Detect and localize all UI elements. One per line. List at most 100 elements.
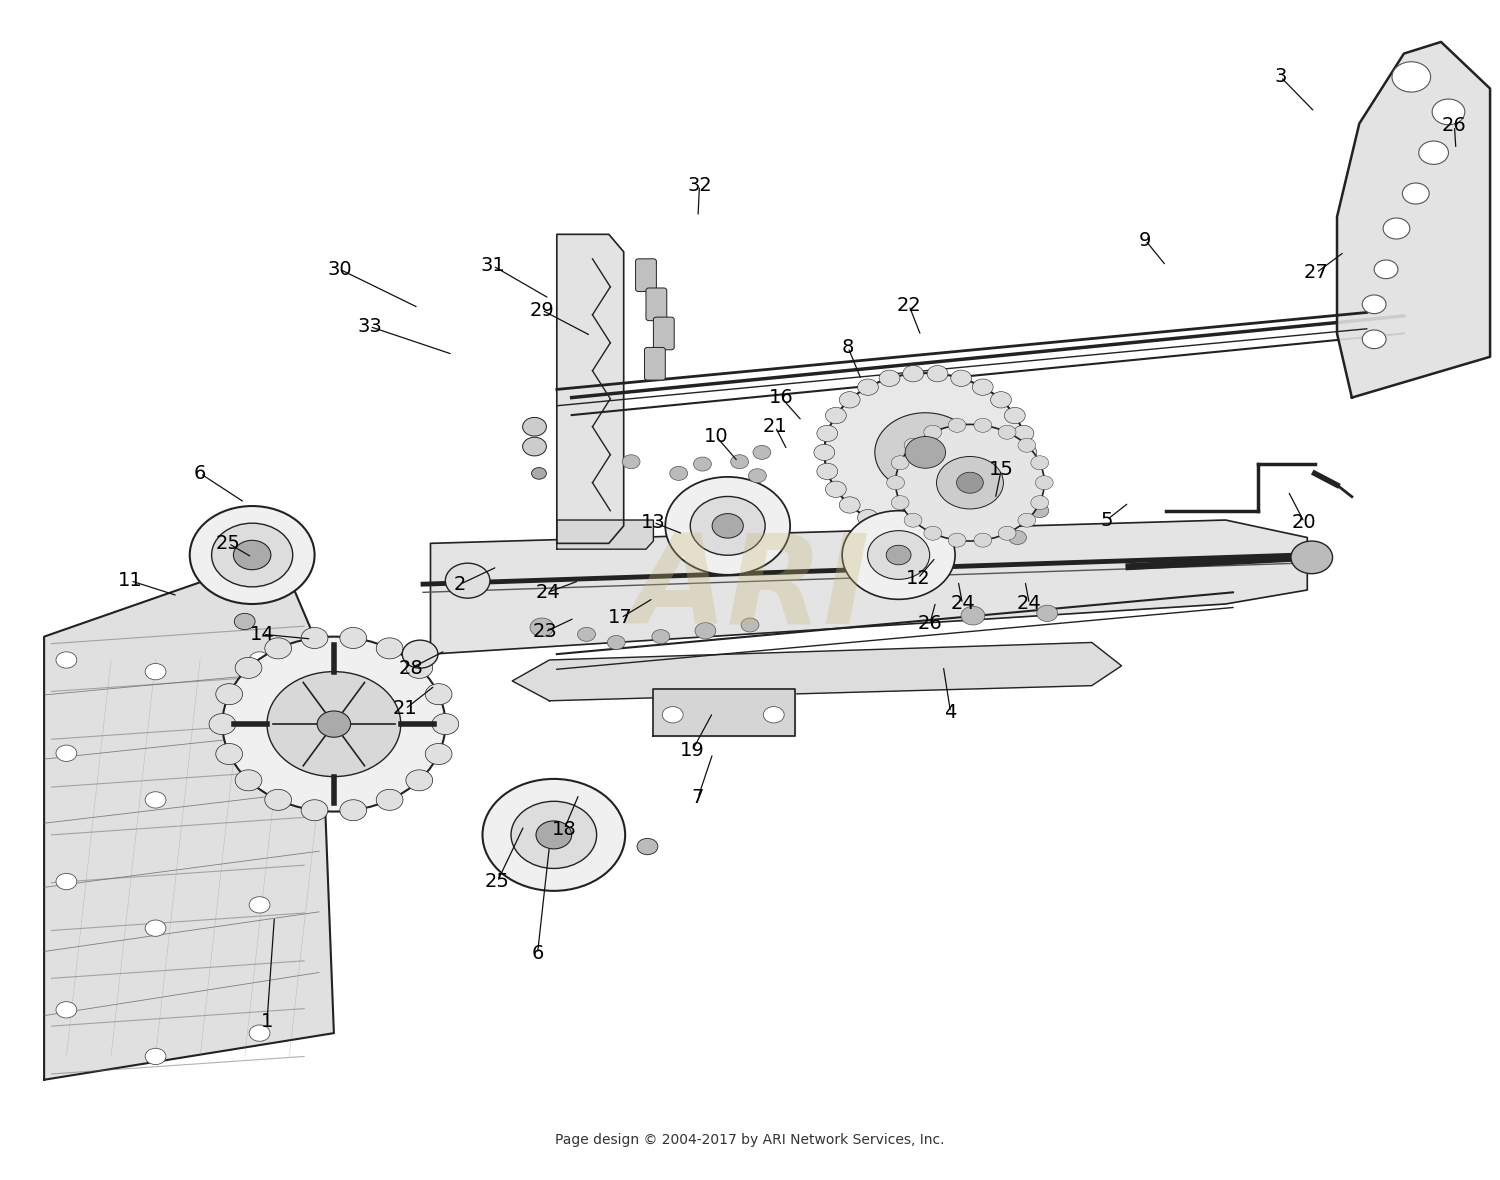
Text: 6: 6 xyxy=(531,944,543,963)
Circle shape xyxy=(56,745,76,761)
Polygon shape xyxy=(556,235,624,543)
Circle shape xyxy=(234,614,255,630)
Circle shape xyxy=(1016,444,1036,460)
Text: 27: 27 xyxy=(1304,263,1329,282)
Text: 8: 8 xyxy=(842,337,855,356)
Circle shape xyxy=(249,1025,270,1041)
Circle shape xyxy=(886,476,904,490)
Circle shape xyxy=(406,769,432,791)
Circle shape xyxy=(146,792,166,808)
Circle shape xyxy=(622,454,640,468)
Circle shape xyxy=(266,638,291,658)
Text: 7: 7 xyxy=(692,788,703,807)
Circle shape xyxy=(522,438,546,455)
Circle shape xyxy=(874,413,977,492)
Circle shape xyxy=(879,518,900,535)
Circle shape xyxy=(764,707,784,723)
Circle shape xyxy=(222,637,446,812)
Text: 12: 12 xyxy=(906,569,930,588)
Text: 18: 18 xyxy=(552,820,576,839)
Polygon shape xyxy=(654,689,795,736)
Circle shape xyxy=(340,628,366,649)
Circle shape xyxy=(1402,183,1429,204)
Circle shape xyxy=(1008,531,1026,544)
Circle shape xyxy=(694,623,715,640)
Text: 22: 22 xyxy=(897,296,921,315)
Circle shape xyxy=(927,523,948,539)
Polygon shape xyxy=(430,520,1308,654)
Circle shape xyxy=(1036,605,1058,622)
Circle shape xyxy=(426,683,451,704)
Circle shape xyxy=(1432,99,1466,125)
Circle shape xyxy=(1030,504,1048,518)
Circle shape xyxy=(957,472,984,493)
Circle shape xyxy=(972,379,993,395)
Circle shape xyxy=(432,714,459,735)
Text: 24: 24 xyxy=(950,595,975,614)
Circle shape xyxy=(234,540,272,570)
Circle shape xyxy=(376,789,404,811)
Circle shape xyxy=(1013,425,1034,441)
Circle shape xyxy=(886,545,910,565)
Text: 11: 11 xyxy=(118,571,142,590)
Text: 4: 4 xyxy=(945,703,957,722)
Text: 21: 21 xyxy=(393,700,417,719)
Circle shape xyxy=(1030,455,1048,470)
Circle shape xyxy=(1005,407,1025,424)
FancyBboxPatch shape xyxy=(646,288,668,321)
Circle shape xyxy=(406,657,432,678)
FancyBboxPatch shape xyxy=(645,347,666,380)
Text: 14: 14 xyxy=(251,625,274,644)
Circle shape xyxy=(948,418,966,432)
Polygon shape xyxy=(512,642,1122,701)
Circle shape xyxy=(483,779,626,891)
Text: 32: 32 xyxy=(687,176,712,195)
Text: 29: 29 xyxy=(530,301,555,320)
Circle shape xyxy=(903,366,924,382)
Text: 15: 15 xyxy=(988,460,1014,479)
Text: 26: 26 xyxy=(1442,117,1467,136)
Circle shape xyxy=(972,510,993,526)
Circle shape xyxy=(652,630,669,643)
Circle shape xyxy=(56,1002,76,1018)
Circle shape xyxy=(825,373,1026,532)
Text: 28: 28 xyxy=(399,658,423,677)
Text: 25: 25 xyxy=(216,533,242,553)
Circle shape xyxy=(638,838,658,854)
Circle shape xyxy=(879,371,900,386)
Circle shape xyxy=(1035,476,1053,490)
Circle shape xyxy=(712,513,744,538)
Text: 9: 9 xyxy=(1138,230,1152,250)
Text: 26: 26 xyxy=(918,615,942,634)
Circle shape xyxy=(690,497,765,556)
Circle shape xyxy=(904,437,945,468)
Circle shape xyxy=(748,468,766,483)
Circle shape xyxy=(962,607,986,625)
Text: 21: 21 xyxy=(764,418,788,437)
Circle shape xyxy=(1362,330,1386,348)
Text: 25: 25 xyxy=(484,872,510,891)
Circle shape xyxy=(530,618,554,637)
Circle shape xyxy=(753,445,771,459)
Circle shape xyxy=(302,628,328,649)
Text: 2: 2 xyxy=(454,575,466,594)
Circle shape xyxy=(578,628,596,641)
Circle shape xyxy=(825,481,846,498)
Circle shape xyxy=(146,663,166,680)
Circle shape xyxy=(266,789,291,811)
Circle shape xyxy=(56,651,76,668)
Circle shape xyxy=(891,455,909,470)
Circle shape xyxy=(924,425,942,439)
Text: 23: 23 xyxy=(532,623,558,642)
Text: 13: 13 xyxy=(640,513,666,532)
Circle shape xyxy=(340,800,366,821)
Text: 3: 3 xyxy=(1275,67,1287,86)
Circle shape xyxy=(730,454,748,468)
Text: 31: 31 xyxy=(480,256,506,275)
Polygon shape xyxy=(1336,42,1490,398)
Circle shape xyxy=(693,457,711,471)
Circle shape xyxy=(741,618,759,632)
Circle shape xyxy=(1013,464,1034,479)
Circle shape xyxy=(990,392,1011,408)
Text: 10: 10 xyxy=(704,427,728,446)
